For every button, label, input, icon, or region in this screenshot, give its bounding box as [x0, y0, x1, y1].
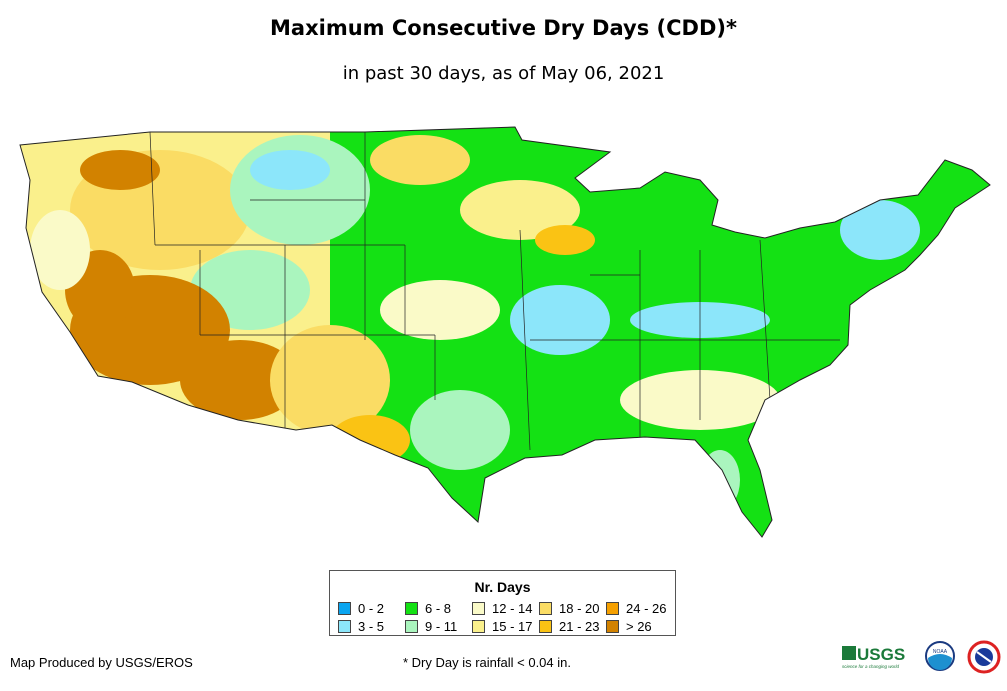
legend-swatch [606, 602, 619, 615]
legend-label: 15 - 17 [492, 619, 533, 634]
legend-item: 12 - 14 [472, 601, 539, 616]
legend-swatch [606, 620, 619, 633]
legend-item: 6 - 8 [405, 601, 472, 616]
legend-swatch [472, 620, 485, 633]
svg-text:NOAA: NOAA [933, 649, 948, 655]
legend-label: 9 - 11 [425, 619, 458, 634]
legend-label: 24 - 26 [626, 601, 667, 616]
legend-swatch [539, 620, 552, 633]
legend-items: 0 - 2 6 - 8 12 - 14 18 - 20 24 - 26 3 - 5 9 - … [338, 601, 673, 634]
legend-item: 15 - 17 [472, 619, 539, 634]
map-title: Maximum Consecutive Dry Days (CDD)* [270, 16, 737, 40]
legend-item: 21 - 23 [539, 619, 606, 634]
svg-text:science for a changing world: science for a changing world [842, 664, 900, 669]
legend-item: 24 - 26 [606, 601, 673, 616]
legend-item: 9 - 11 [405, 619, 472, 634]
footnote: * Dry Day is rainfall < 0.04 in. [403, 655, 571, 670]
legend-swatch [539, 602, 552, 615]
legend-label: 6 - 8 [425, 601, 452, 616]
map-subtitle: in past 30 days, as of May 06, 2021 [342, 63, 665, 84]
legend-item: 0 - 2 [338, 601, 405, 616]
usgs-logo: USGS science for a changing world [842, 645, 905, 669]
legend-label: 3 - 5 [358, 619, 385, 634]
legend-label: 18 - 20 [559, 601, 600, 616]
legend-label: 12 - 14 [492, 601, 533, 616]
legend-item: 18 - 20 [539, 601, 606, 616]
noaa-logo: NOAA [925, 641, 955, 671]
legend-label: 0 - 2 [358, 601, 385, 616]
legend-item: 3 - 5 [338, 619, 405, 634]
map-credit: Map Produced by USGS/EROS [10, 655, 193, 670]
agency-logos: USGS science for a changing world NOAA [842, 640, 1001, 674]
legend-swatch [338, 620, 351, 633]
legend-swatch [472, 602, 485, 615]
legend-swatch [338, 602, 351, 615]
legend-label: 21 - 23 [559, 619, 600, 634]
legend-label: > 26 [626, 619, 652, 634]
legend-item: > 26 [606, 619, 673, 634]
usgs-logo-text: USGS [857, 645, 905, 664]
legend-title: Nr. Days [474, 579, 531, 595]
legend-swatch [405, 620, 418, 633]
nws-logo [967, 640, 1001, 674]
legend: Nr. Days 0 - 2 6 - 8 12 - 14 18 - 20 24 - 26… [329, 570, 676, 636]
legend-swatch [405, 602, 418, 615]
state-borders [149, 131, 840, 451]
us-dry-days-map [19, 126, 991, 538]
